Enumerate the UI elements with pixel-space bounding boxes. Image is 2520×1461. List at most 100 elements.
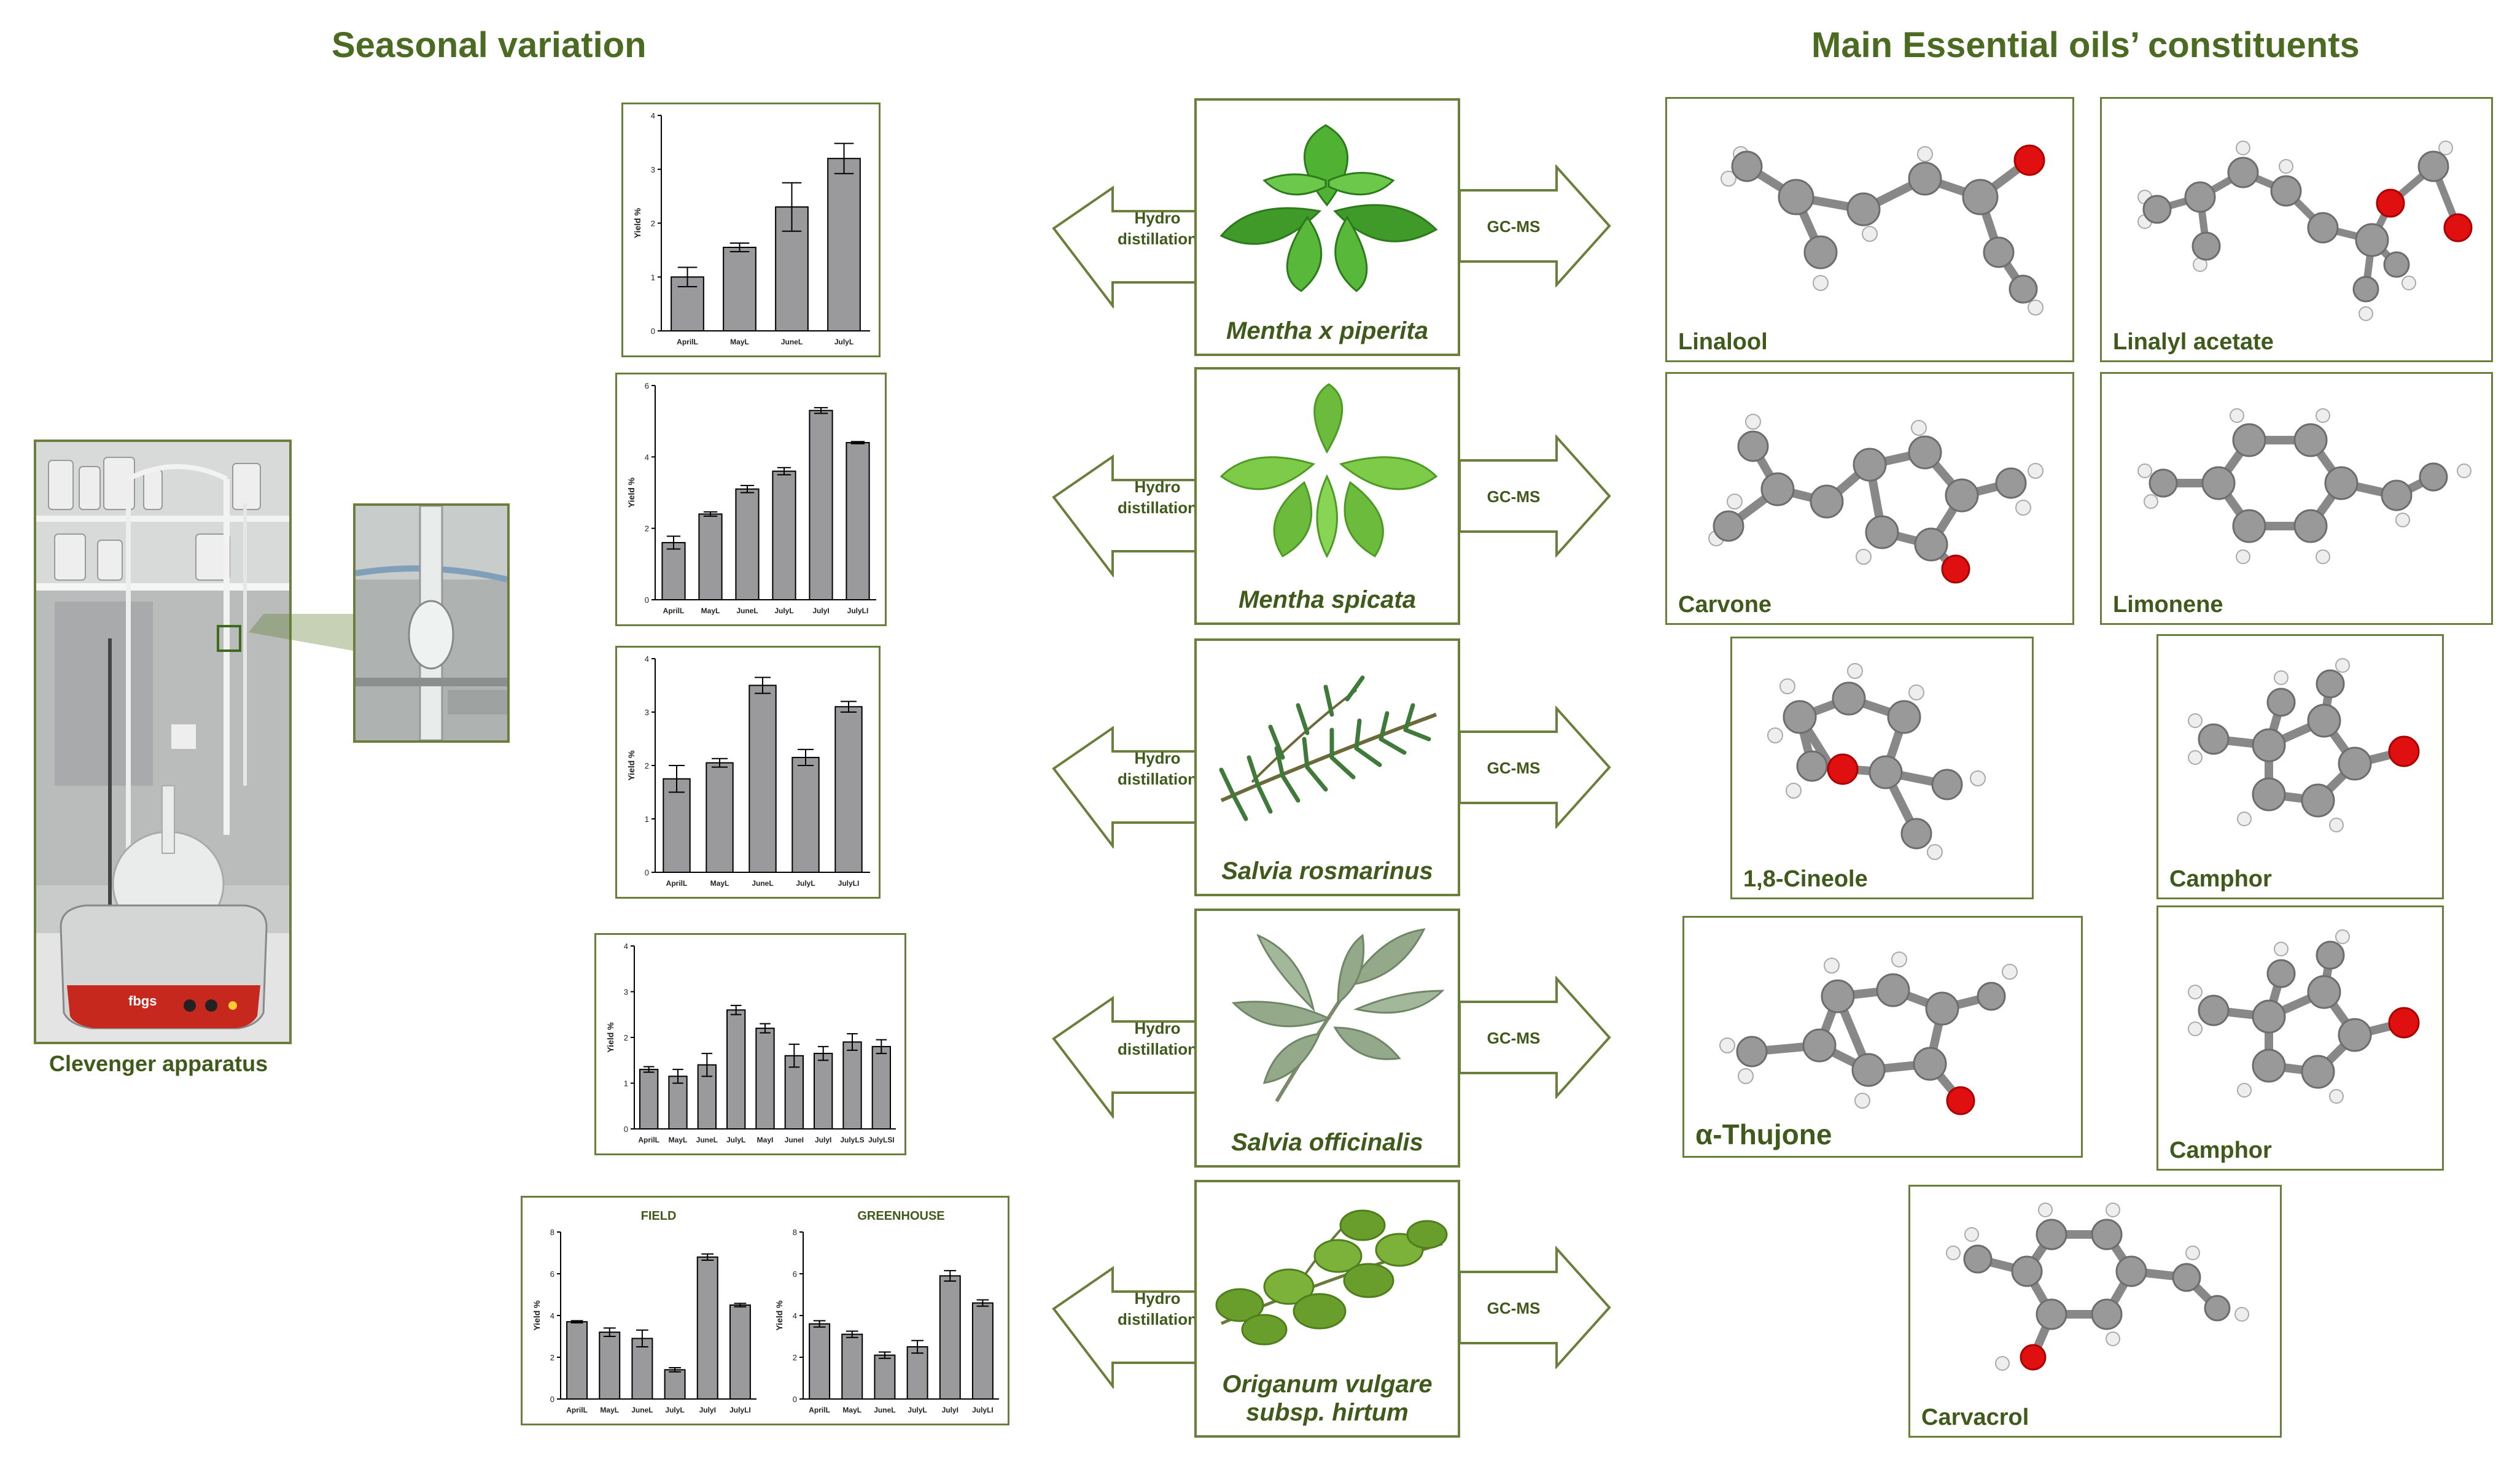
bar — [813, 1053, 833, 1130]
hydro-text: Hydro — [1134, 478, 1181, 496]
distillation-text: distillation — [1118, 498, 1197, 517]
y-tick-label: 4 — [793, 1311, 797, 1320]
plant-name-3: Salvia rosmarinus — [1197, 857, 1458, 885]
y-axis-label: Yield % — [774, 1300, 784, 1331]
clevenger-caption: Clevenger apparatus — [49, 1051, 268, 1076]
zoom-inset-frame — [353, 503, 510, 743]
salvia-officinalis-image — [1231, 928, 1445, 1103]
plant-box-2: Mentha spicata — [1194, 367, 1460, 625]
y-tick-label: 0 — [645, 868, 649, 877]
molecule-box-cineole: 1,8-Cineole — [1730, 637, 2034, 899]
y-tick-label: 0 — [624, 1125, 628, 1134]
camphor-molecule-2 — [2188, 929, 2420, 1104]
category-label: AprilL — [663, 606, 685, 615]
bar — [772, 470, 796, 600]
category-label: MayL — [669, 1136, 688, 1144]
hydro-text: Hydro — [1134, 1289, 1181, 1308]
yield-chart-3: 0 1 2 3 4 Yield % AprilL MayL JuneL JulyL JulyLI — [626, 654, 870, 888]
chart-box-3: 0 1 2 3 4 Yield % AprilL MayL JuneL JulyL JulyLI — [615, 646, 881, 899]
clevenger-apparatus-image: fbgs — [36, 442, 289, 1042]
camphor-label-1: Camphor — [2169, 866, 2272, 892]
distillation-text: distillation — [1118, 230, 1197, 248]
category-label: JulyL — [796, 879, 815, 888]
category-label: JulyLI — [847, 606, 869, 615]
chart-title: GREENHOUSE — [857, 1209, 944, 1223]
gcms-arrow-5 — [1458, 1246, 1611, 1369]
category-label: JuneL — [631, 1406, 653, 1414]
category-label: JuneL — [781, 338, 803, 346]
mentha-spicata-image — [1219, 383, 1438, 559]
plant-name-4-line1: Salvia officinalis — [1231, 1129, 1423, 1156]
gcms-label-3: GC-MS — [1487, 759, 1541, 777]
clevenger-photo-frame: fbgs — [34, 440, 292, 1044]
y-axis-label: Yield % — [605, 1022, 615, 1053]
y-tick-label: 1 — [645, 815, 649, 824]
bar — [706, 762, 734, 873]
molecule-box-linalool: Linalool — [1665, 97, 2074, 362]
bar — [639, 1069, 659, 1130]
molecule-box-carvacrol: Carvacrol — [1908, 1185, 2282, 1438]
category-label: MayL — [842, 1406, 861, 1414]
plant-name-5-line1: Origanum vulgare — [1222, 1371, 1433, 1398]
heater-brand-text: fbgs — [128, 993, 157, 1009]
hydrodistillation-label-2: Hydro distillation — [1102, 476, 1213, 518]
y-tick-label: 2 — [550, 1353, 554, 1362]
bar — [809, 1323, 831, 1400]
gcms-arrow-3 — [1458, 706, 1611, 829]
bar — [939, 1275, 961, 1400]
plant-name-1: Mentha x piperita — [1197, 317, 1458, 345]
y-tick-label: 0 — [550, 1395, 554, 1404]
chart-title: FIELD — [641, 1209, 677, 1223]
y-tick-label: 4 — [550, 1311, 554, 1320]
distillation-text: distillation — [1118, 1310, 1197, 1328]
plant-name-5-line2: subsp. hirtum — [1246, 1399, 1409, 1426]
category-label: JulyLI — [972, 1406, 994, 1414]
gcms-arrow-1 — [1458, 165, 1611, 287]
hydrodistillation-label-4: Hydro distillation — [1102, 1018, 1213, 1060]
y-axis-label: Yield % — [626, 750, 636, 781]
y-axis-label: Yield % — [626, 477, 636, 508]
y-tick-label: 1 — [624, 1079, 628, 1088]
yield-chart-5-field: FIELD 0 2 4 6 8 Yield % AprilL MayL JuneL JulyL Jul… — [532, 1209, 756, 1414]
y-tick-label: 6 — [645, 381, 649, 390]
carvacrol-molecule — [1946, 1203, 2249, 1371]
y-tick-label: 8 — [550, 1228, 554, 1237]
y-tick-label: 2 — [645, 524, 649, 533]
y-tick-label: 8 — [793, 1228, 797, 1237]
plant-name-3-line1: Salvia rosmarinus — [1221, 858, 1433, 885]
category-label: JulyL — [665, 1406, 684, 1414]
molecule-box-camphor-1: Camphor — [2156, 634, 2444, 899]
plant-box-4: Salvia officinalis — [1194, 909, 1460, 1168]
bar — [791, 756, 820, 873]
bar — [726, 1009, 746, 1130]
y-tick-label: 6 — [550, 1269, 554, 1279]
y-tick-label: 0 — [645, 595, 649, 605]
yield-chart-5-greenhouse: GREENHOUSE 0 2 4 6 8 Yield % AprilL MayL JuneL Jul… — [774, 1209, 999, 1414]
bar — [755, 1028, 775, 1130]
yield-chart-2: 0 2 4 6 Yield % AprilL MayL JuneL JulyL JulyI July… — [626, 381, 876, 615]
bar — [871, 1045, 892, 1130]
category-label: JulyLI — [838, 879, 860, 888]
bar — [834, 706, 863, 874]
bar — [631, 1338, 653, 1400]
bar — [668, 1075, 688, 1130]
bar — [696, 1256, 718, 1400]
gcms-arrow-2 — [1458, 435, 1611, 557]
plant-name-1-line1: Mentha x piperita — [1226, 317, 1428, 344]
bar — [842, 1041, 862, 1130]
y-axis-label: Yield % — [532, 1300, 542, 1331]
bar — [664, 1369, 686, 1400]
bar — [663, 778, 691, 873]
gcms-label-1: GC-MS — [1487, 217, 1541, 236]
category-label: JuneL — [874, 1406, 895, 1414]
hydro-text: Hydro — [1134, 749, 1181, 767]
category-label: JulyLI — [729, 1406, 751, 1414]
category-label: JuneL — [696, 1136, 718, 1144]
molecule-box-linalyl-acetate: Linalyl acetate — [2100, 97, 2493, 362]
category-label: MayL — [710, 879, 729, 888]
zoom-inset-image — [356, 506, 507, 740]
plant-box-5: Origanum vulgare subsp. hirtum — [1194, 1180, 1460, 1438]
y-tick-label: 2 — [793, 1353, 797, 1362]
molecule-box-thujone: α-Thujone — [1682, 916, 2083, 1158]
bar — [735, 488, 760, 600]
